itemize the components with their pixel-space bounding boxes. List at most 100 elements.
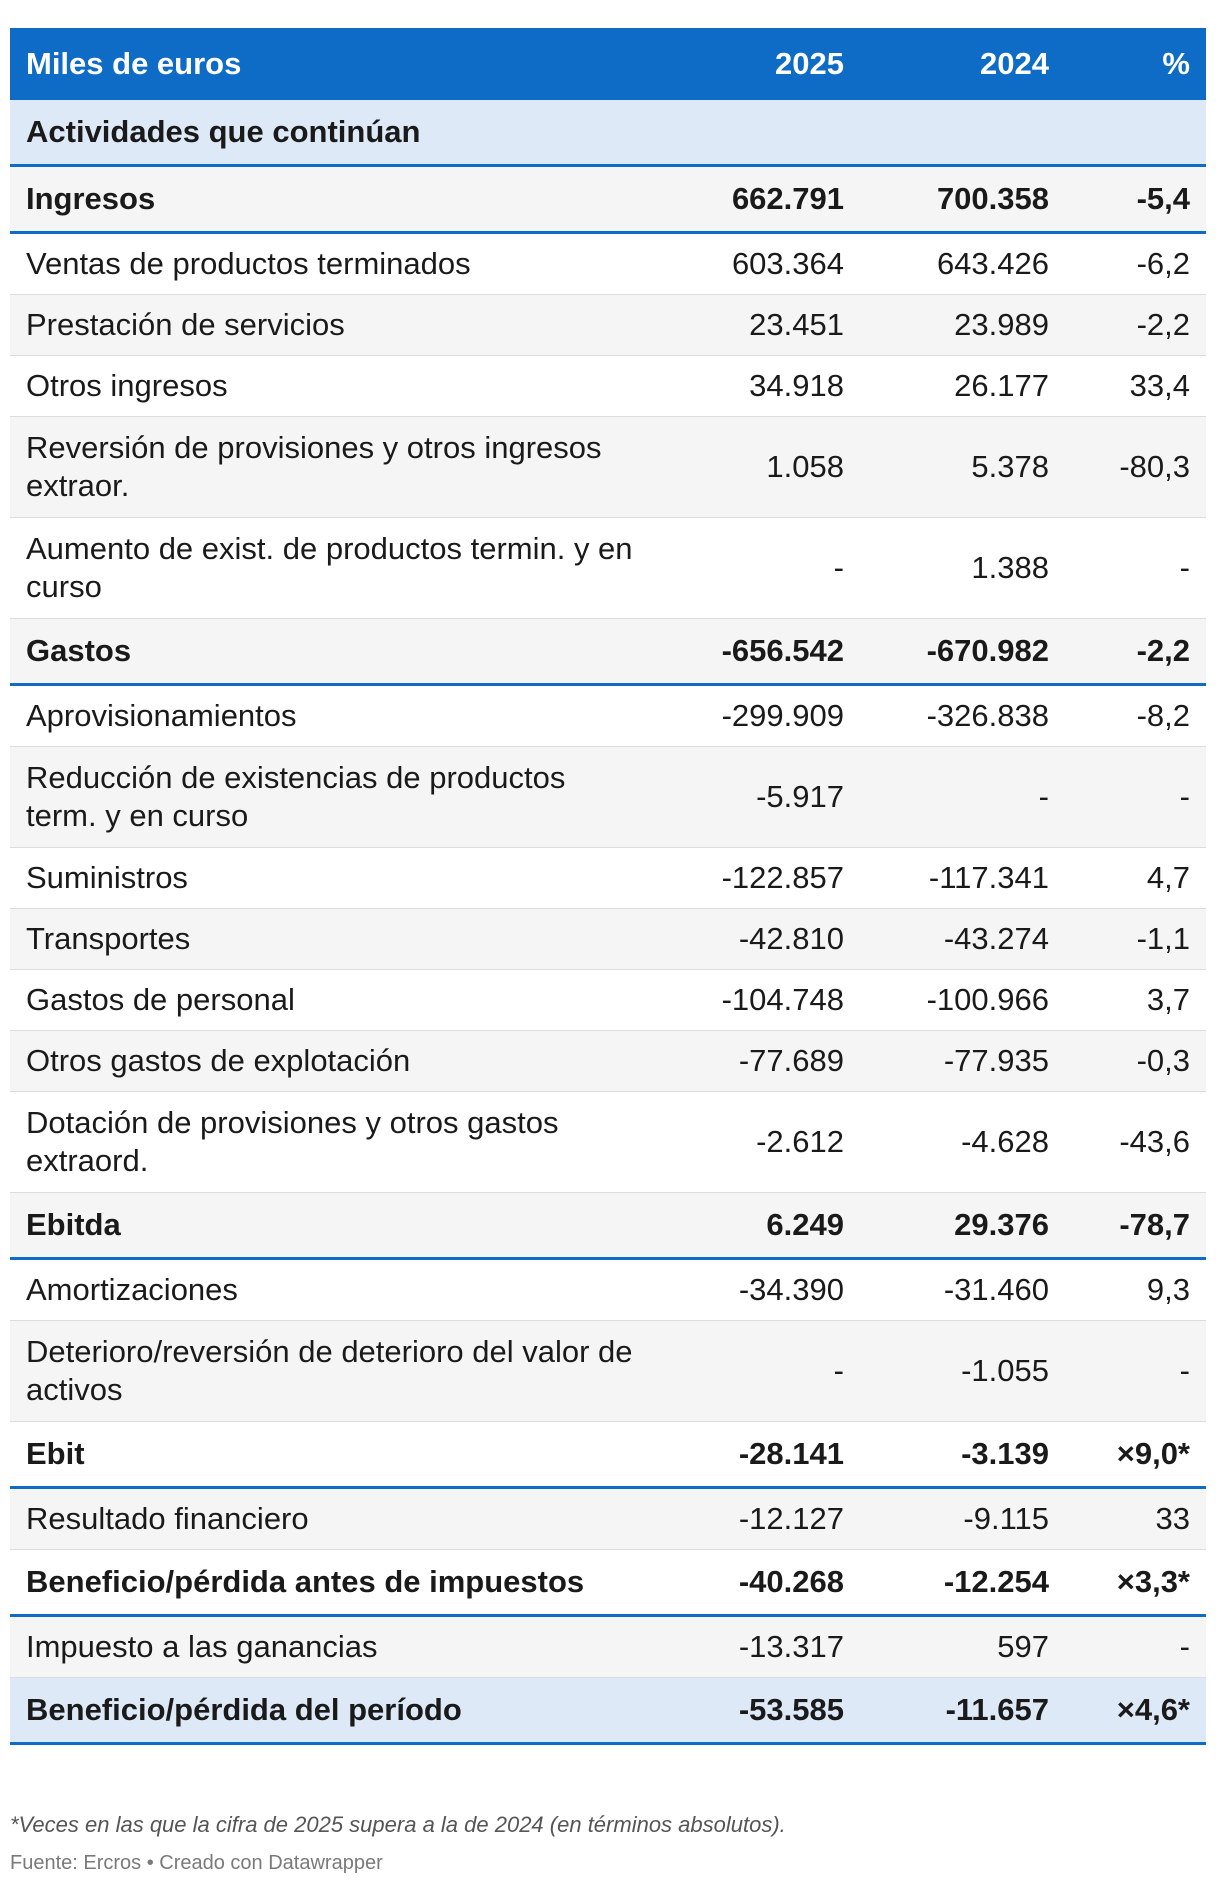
value-2024: 5.378 <box>860 416 1065 518</box>
value-pct: -43,6 <box>1065 1091 1206 1193</box>
row-label: Reversión de provisiones y otros ingreso… <box>10 416 660 518</box>
table-row: Transportes -42.810 -43.274 -1,1 <box>10 908 1206 970</box>
subtotal-row: Ebitda 6.249 29.376 -78,7 <box>10 1192 1206 1260</box>
table-header-row: Miles de euros 2025 2024 % <box>10 28 1206 100</box>
value-pct: 3,7 <box>1065 969 1206 1031</box>
header-2024: 2024 <box>980 46 1049 81</box>
value-pct: -2,2 <box>1065 294 1206 356</box>
row-label: Suministros <box>10 847 660 909</box>
value-pct: 4,7 <box>1065 847 1206 909</box>
value-2025: 603.364 <box>660 232 860 295</box>
value-pct: - <box>1065 746 1206 848</box>
table-row: Dotación de provisiones y otros gastos e… <box>10 1091 1206 1193</box>
section-row: Actividades que continúan <box>10 100 1206 167</box>
value-2024: -4.628 <box>860 1091 1065 1193</box>
value-2025: -12.127 <box>660 1487 860 1550</box>
value-pct: - <box>1065 1320 1206 1422</box>
table-row: Deterioro/reversión de deterioro del val… <box>10 1320 1206 1422</box>
value-2024: -77.935 <box>860 1030 1065 1092</box>
subtotal-row: Gastos -656.542 -670.982 -2,2 <box>10 618 1206 686</box>
value-2025: - <box>660 517 860 619</box>
value-2025: -77.689 <box>660 1030 860 1092</box>
value-pct: -5,4 <box>1065 165 1206 234</box>
value-pct: ×9,0* <box>1065 1421 1206 1489</box>
value-pct: ×4,6* <box>1065 1677 1206 1745</box>
results-table-container: Miles de euros 2025 2024 % Actividades q… <box>10 28 1206 1745</box>
section-label: Actividades que continúan <box>10 100 1206 167</box>
value-2024: -100.966 <box>860 969 1065 1031</box>
value-2025: 34.918 <box>660 355 860 417</box>
row-label: Ventas de productos terminados <box>10 232 660 295</box>
value-2024: - <box>860 746 1065 848</box>
value-2024: -11.657 <box>860 1677 1065 1745</box>
value-2025: -40.268 <box>660 1549 860 1617</box>
table-row: Reducción de existencias de productos te… <box>10 746 1206 848</box>
value-pct: 9,3 <box>1065 1258 1206 1321</box>
value-2024: 23.989 <box>860 294 1065 356</box>
value-2024: 1.388 <box>860 517 1065 619</box>
value-2025: -122.857 <box>660 847 860 909</box>
row-label: Aumento de exist. de productos termin. y… <box>10 517 660 619</box>
row-label: Reducción de existencias de productos te… <box>10 746 660 848</box>
source-line: Fuente: Ercros • Creado con Datawrapper <box>10 1852 383 1874</box>
row-label: Aprovisionamientos <box>10 684 660 747</box>
row-label: Otros gastos de explotación <box>10 1030 660 1092</box>
value-2025: -2.612 <box>660 1091 860 1193</box>
subtotal-row: Ingresos 662.791 700.358 -5,4 <box>10 165 1206 234</box>
value-2025: -13.317 <box>660 1615 860 1678</box>
value-pct: 33,4 <box>1065 355 1206 417</box>
value-2024: 700.358 <box>860 165 1065 234</box>
row-label: Beneficio/pérdida antes de impuestos <box>10 1549 660 1617</box>
value-pct: -2,2 <box>1065 618 1206 686</box>
value-2024: 26.177 <box>860 355 1065 417</box>
value-2025: 662.791 <box>660 165 860 234</box>
header-2025: 2025 <box>775 46 844 81</box>
value-2025: 1.058 <box>660 416 860 518</box>
row-label: Gastos de personal <box>10 969 660 1031</box>
value-2025: -656.542 <box>660 618 860 686</box>
row-label: Dotación de provisiones y otros gastos e… <box>10 1091 660 1193</box>
results-table: Miles de euros 2025 2024 % Actividades q… <box>10 28 1206 1745</box>
table-row: Gastos de personal -104.748 -100.966 3,7 <box>10 969 1206 1031</box>
value-2024: 597 <box>860 1615 1065 1678</box>
footnote: *Veces en las que la cifra de 2025 super… <box>10 1812 786 1837</box>
value-2025: -28.141 <box>660 1421 860 1489</box>
subtotal-row: Ebit -28.141 -3.139 ×9,0* <box>10 1421 1206 1489</box>
value-pct: -0,3 <box>1065 1030 1206 1092</box>
value-2025: -34.390 <box>660 1258 860 1321</box>
value-2024: -117.341 <box>860 847 1065 909</box>
value-2025: - <box>660 1320 860 1422</box>
table-row: Resultado financiero -12.127 -9.115 33 <box>10 1487 1206 1550</box>
header-label: Miles de euros <box>26 46 242 81</box>
value-2024: -3.139 <box>860 1421 1065 1489</box>
table-row: Suministros -122.857 -117.341 4,7 <box>10 847 1206 909</box>
value-pct: - <box>1065 1615 1206 1678</box>
value-2024: 643.426 <box>860 232 1065 295</box>
row-label: Resultado financiero <box>10 1487 660 1550</box>
row-label: Ingresos <box>10 165 660 234</box>
subtotal-row: Beneficio/pérdida antes de impuestos -40.… <box>10 1549 1206 1617</box>
value-2025: -42.810 <box>660 908 860 970</box>
value-pct: -6,2 <box>1065 232 1206 295</box>
value-pct: -8,2 <box>1065 684 1206 747</box>
table-row: Aumento de exist. de productos termin. y… <box>10 517 1206 619</box>
value-2025: 23.451 <box>660 294 860 356</box>
value-2024: -43.274 <box>860 908 1065 970</box>
value-2024: -1.055 <box>860 1320 1065 1422</box>
row-label: Deterioro/reversión de deterioro del val… <box>10 1320 660 1422</box>
table-row: Prestación de servicios 23.451 23.989 -2,2 <box>10 294 1206 356</box>
value-2024: -12.254 <box>860 1549 1065 1617</box>
row-label: Transportes <box>10 908 660 970</box>
final-row: Beneficio/pérdida del período -53.585 -11.… <box>10 1677 1206 1745</box>
table-row: Otros gastos de explotación -77.689 -77.93… <box>10 1030 1206 1092</box>
value-2025: 6.249 <box>660 1192 860 1260</box>
value-2025: -5.917 <box>660 746 860 848</box>
row-label: Gastos <box>10 618 660 686</box>
row-label: Ebit <box>10 1421 660 1489</box>
table-row: Amortizaciones -34.390 -31.460 9,3 <box>10 1258 1206 1321</box>
value-2025: -104.748 <box>660 969 860 1031</box>
table-row: Impuesto a las ganancias -13.317 597- <box>10 1615 1206 1678</box>
row-label: Ebitda <box>10 1192 660 1260</box>
value-2025: -299.909 <box>660 684 860 747</box>
row-label: Prestación de servicios <box>10 294 660 356</box>
